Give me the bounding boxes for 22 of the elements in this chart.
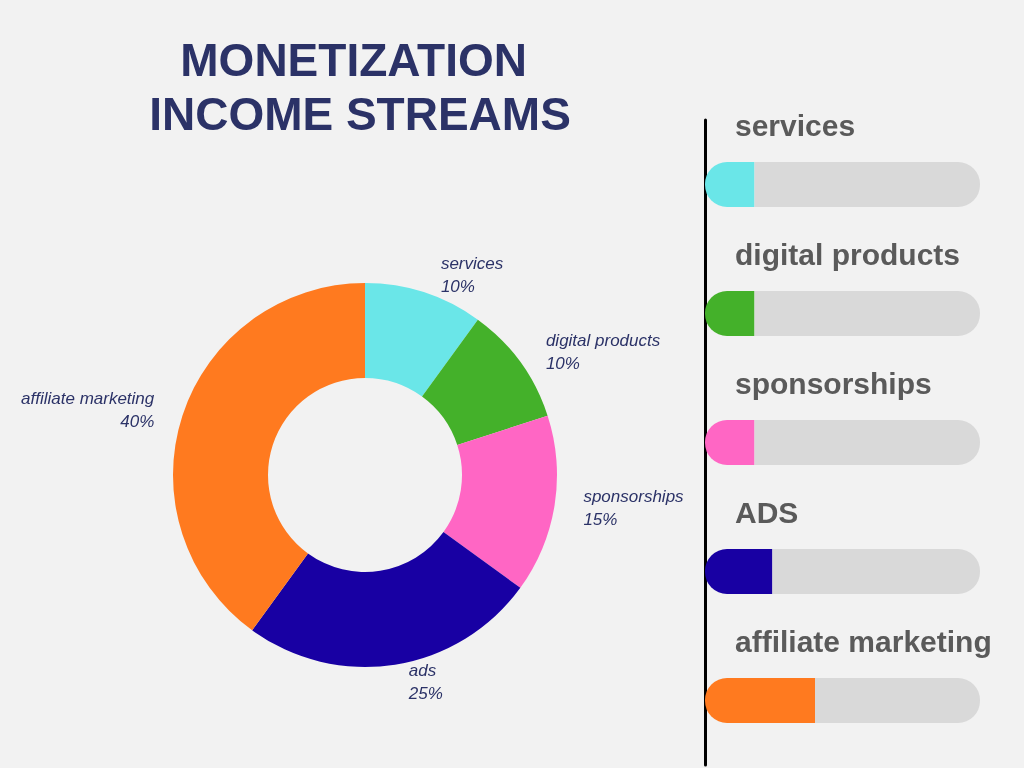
chart-title: MONETIZATION INCOME STREAMS <box>149 34 571 140</box>
data-label: 40% <box>120 412 155 432</box>
y-tick-label: sponsorships <box>735 367 932 400</box>
bar <box>705 678 815 723</box>
data-label: 15% <box>583 509 618 529</box>
slice-label: sponsorships <box>583 486 685 506</box>
bar <box>815 678 980 723</box>
y-tick-label: affiliate marketing <box>735 625 992 658</box>
data-label: 10% <box>545 353 580 373</box>
y-tick-label: services <box>735 109 856 142</box>
data-label: 25% <box>407 684 443 704</box>
y-tick-label: digital products <box>735 238 960 271</box>
bar <box>754 420 980 465</box>
y-tick-label: ADS <box>735 496 799 529</box>
slice-label: services <box>440 254 504 274</box>
slice-label: digital products <box>545 330 661 350</box>
data-label: 10% <box>440 277 475 297</box>
bar <box>754 162 980 207</box>
bar <box>772 549 980 594</box>
slice-label: ads <box>408 661 437 681</box>
bar <box>754 291 980 336</box>
slice-label: affiliate marketing <box>21 389 155 409</box>
